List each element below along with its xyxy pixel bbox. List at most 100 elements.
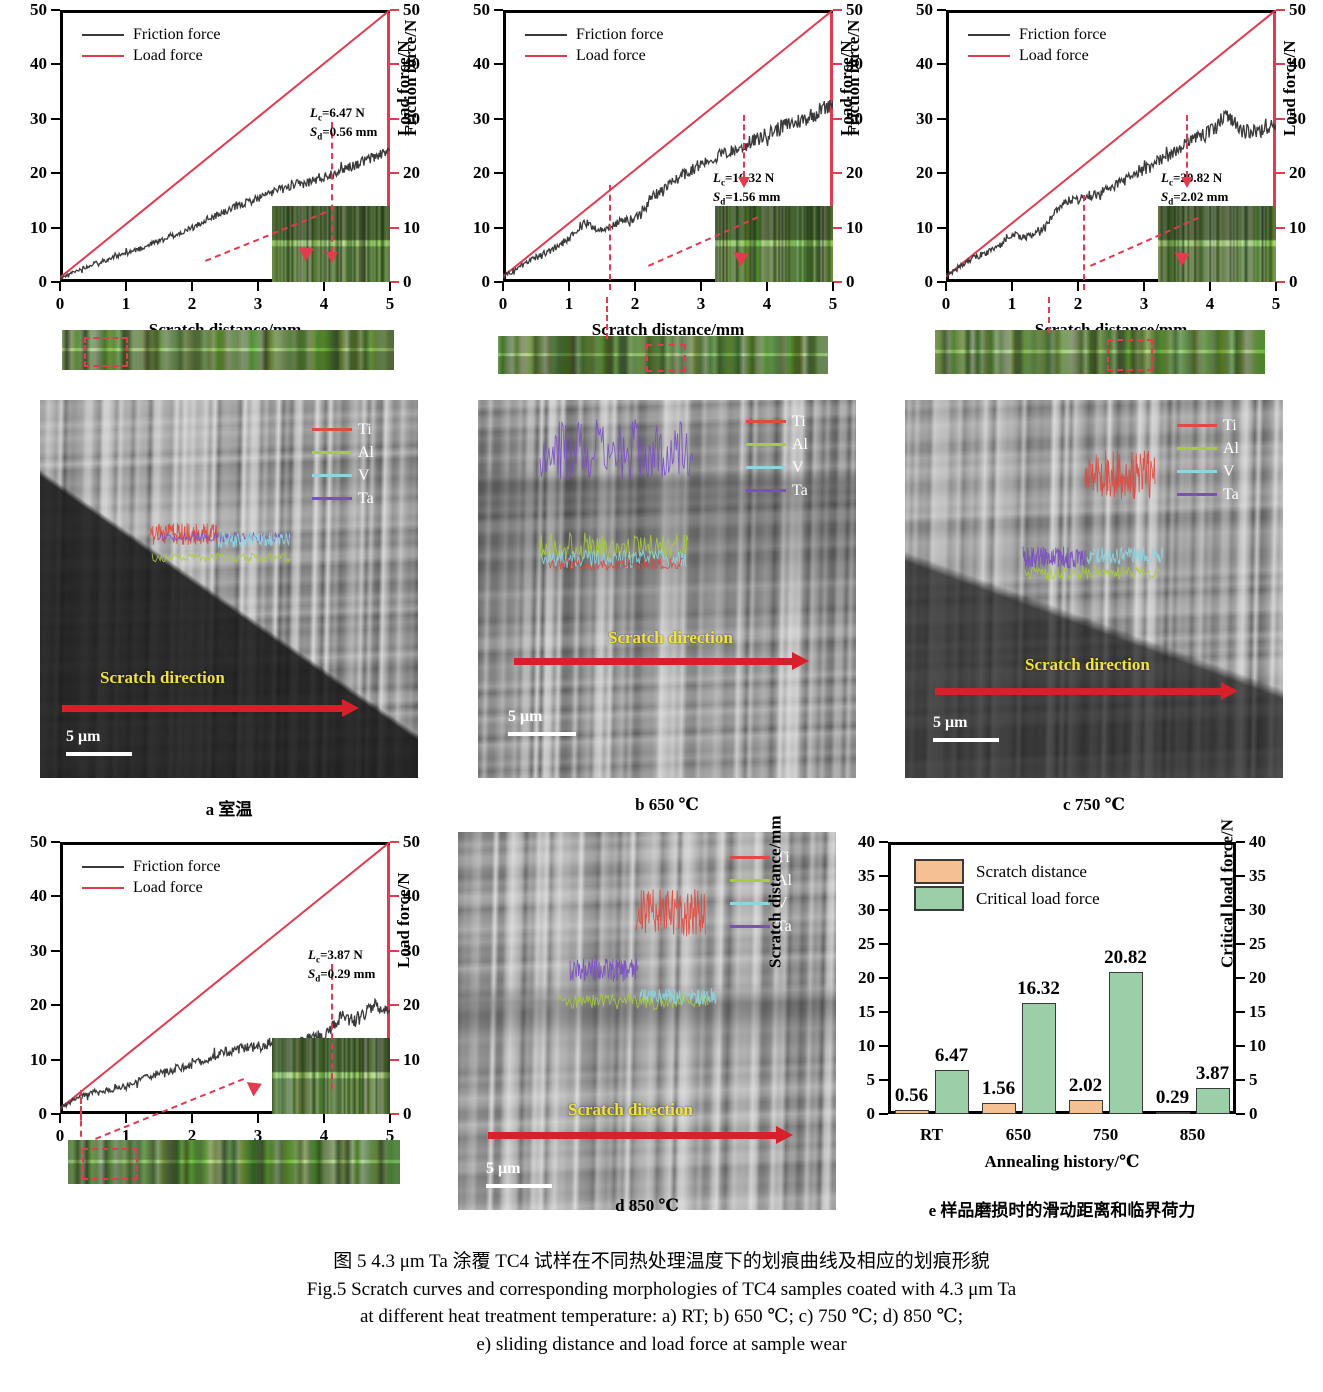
- inset-optical-micrograph-b: [715, 206, 833, 282]
- x-tick-a-0: [59, 282, 61, 291]
- y-tick-right-b-2: [833, 172, 842, 175]
- x-tick-a-1: [125, 282, 127, 291]
- critical-load-dashed-line-b: [608, 185, 611, 290]
- bar-750-scratch-distance: [1068, 1100, 1103, 1114]
- load-force-line-d: [60, 842, 390, 1110]
- bar-y-tick-right-4: [1236, 977, 1245, 979]
- y-tick-right-b-4: [833, 63, 842, 66]
- eds-trace-al-c: [1024, 564, 1161, 582]
- sem-image-d: Ti Al V Ta Scratch direction 5 μm: [458, 832, 836, 1210]
- y-tick-left-b-0: [494, 281, 503, 283]
- y-axis-right-c: [1273, 10, 1276, 282]
- legend-label-friction-c: Friction force: [1019, 25, 1107, 43]
- y-tick-label-left-a-2: 20: [30, 163, 47, 183]
- bar-y-tick-left-6: [879, 909, 888, 911]
- x-tick-label-a-2: 2: [187, 294, 197, 313]
- sem-damage-overlay-b: [478, 400, 856, 778]
- y-tick-left-a-2: [51, 172, 60, 175]
- bar-y-tick-right-8: [1236, 841, 1245, 843]
- bar-legend-label-scratch-distance: Scratch distance: [976, 861, 1087, 881]
- bar-x-tick-label-0: RT: [919, 1125, 944, 1144]
- bar-y-axis-title-left: Scratch distance/mm: [765, 815, 785, 968]
- load-force-legend-swatch: [525, 54, 567, 57]
- y-tick-label-right-c-2: 20: [1289, 163, 1306, 183]
- x-tick-a-4: [323, 282, 325, 291]
- scratch-direction-label-a: Scratch direction: [100, 668, 225, 687]
- scratch-direction-arrow-d: [488, 1126, 793, 1144]
- y-axis-left-c: [946, 10, 949, 282]
- y-tick-left-c-4: [937, 63, 946, 66]
- eds-legend-label-al: Al: [776, 871, 792, 889]
- eds-legend-label-al: Al: [1223, 439, 1239, 457]
- legend-item-load-a: Load force: [82, 45, 221, 66]
- y-tick-label-right-d-3: 30: [403, 940, 420, 960]
- y-tick-label-left-d-5: 50: [30, 832, 47, 851]
- y-tick-left-d-5: [51, 841, 60, 843]
- y-tick-label-left-a-0: 0: [38, 272, 48, 291]
- friction-force-legend-swatch: [525, 33, 567, 36]
- panel-caption-b: b 650 ℃: [635, 795, 699, 814]
- panel-caption-d: d 850 ℃: [615, 1196, 679, 1215]
- y-tick-left-b-2: [494, 172, 503, 175]
- inset-pointer-dashed-b: [743, 115, 745, 177]
- x-tick-label-d-2: 2: [187, 1126, 197, 1145]
- y-tick-left-c-5: [937, 9, 946, 11]
- panel-caption-c: c 750 ℃: [1063, 795, 1125, 814]
- bar-y-axis-left: [888, 842, 891, 1114]
- x-tick-label-b-2: 2: [630, 294, 640, 313]
- y-tick-label-left-b-4: 40: [473, 54, 490, 74]
- y-tick-label-right-a-4: 40: [403, 54, 420, 74]
- y-tick-label-right-c-3: 30: [1289, 108, 1306, 128]
- critical-load-arrow-a: [325, 252, 338, 263]
- x-tick-label-a-3: 3: [253, 294, 263, 313]
- legend-item-load-d: Load force: [82, 877, 221, 898]
- eds-legend-label-ta: Ta: [792, 481, 808, 499]
- bar-y-tick-left-4: [879, 977, 888, 979]
- y-tick-right-a-1: [390, 226, 399, 229]
- x-axis-b: [503, 279, 833, 282]
- scale-bar-d: [486, 1184, 552, 1188]
- x-tick-label-b-5: 5: [828, 294, 838, 313]
- bar-y-tick-right-5: [1236, 943, 1245, 945]
- eds-trace-ta-c: [1022, 546, 1086, 569]
- eds-linescan-traces-d: [557, 888, 717, 1011]
- y-tick-left-b-4: [494, 63, 503, 66]
- y-tick-label-right-a-0: 0: [403, 272, 412, 291]
- y-tick-right-d-5: [390, 841, 399, 843]
- caption-english-line2: at different heat treatment temperature:…: [359, 1306, 964, 1328]
- eds-legend-swatch-ti: [1177, 424, 1217, 427]
- plot-to-strip-dashed-c: [1048, 297, 1050, 333]
- eds-legend-item-ta-d: Ta: [730, 915, 792, 938]
- y-tick-right-c-3: [1276, 117, 1285, 120]
- bar-value-label-650-scratch-distance: 1.56: [981, 1078, 1016, 1100]
- eds-element-legend-d: Ti Al V Ta: [730, 846, 792, 938]
- eds-trace-v-c: [1086, 546, 1164, 565]
- bar-y-tick-left-1: [879, 1079, 888, 1081]
- y-tick-label-left-b-1: 10: [473, 217, 490, 237]
- plot-to-strip-dashed-b: [606, 297, 608, 339]
- eds-legend-swatch-v: [312, 474, 352, 477]
- friction-force-legend-swatch: [82, 33, 124, 36]
- eds-legend-swatch-al: [730, 879, 770, 882]
- x-tick-a-3: [257, 282, 259, 291]
- x-axis-a: [60, 279, 390, 282]
- x-axis-title-b: Scratch distance/mm: [591, 320, 745, 339]
- eds-legend-swatch-ta: [312, 497, 352, 500]
- friction-force-legend-swatch: [968, 33, 1010, 36]
- strip-roi-box-0: [84, 337, 128, 367]
- y-tick-left-a-0: [51, 281, 60, 283]
- y-tick-left-c-2: [937, 172, 946, 175]
- y-tick-label-right-b-2: 20: [846, 163, 863, 183]
- annotation-critical-values-b: Lc=16.32 N Sd=1.56 mm: [713, 170, 781, 207]
- bar-legend-item-critical-load: Critical load force: [914, 885, 1100, 912]
- y-tick-label-right-c-0: 0: [1289, 272, 1298, 291]
- x-tick-label-a-5: 5: [385, 294, 395, 313]
- bar-y-tick-label-right-5: 25: [1249, 934, 1266, 953]
- y-tick-label-left-b-5: 50: [473, 0, 490, 19]
- y-tick-label-left-d-3: 30: [30, 940, 47, 960]
- eds-legend-label-ti: Ti: [1223, 416, 1237, 434]
- x-tick-b-1: [568, 282, 570, 291]
- eds-legend-label-al: Al: [792, 435, 808, 453]
- bar-y-tick-right-0: [1236, 1113, 1245, 1115]
- y-tick-label-left-c-3: 30: [916, 108, 933, 128]
